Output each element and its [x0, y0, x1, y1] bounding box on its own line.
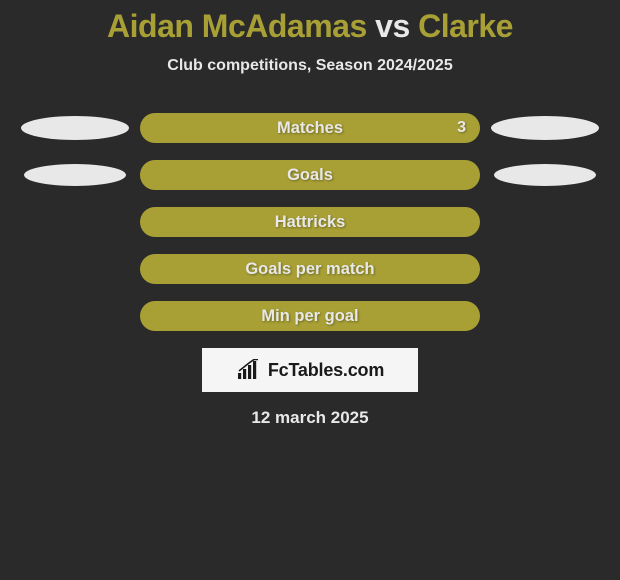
- ellipse-icon: [491, 116, 599, 140]
- date-label: 12 march 2025: [0, 408, 620, 428]
- page-title: Aidan McAdamas vs Clarke: [0, 0, 620, 45]
- stat-bar: Goals per match: [140, 254, 480, 284]
- stat-value-right: 3: [457, 119, 466, 137]
- stat-label: Min per goal: [261, 307, 358, 326]
- title-player2: Clarke: [418, 8, 513, 44]
- ellipse-icon: [494, 164, 596, 186]
- stat-bar: Hattricks: [140, 207, 480, 237]
- stat-rows: Matches 3 Goals Hattricks: [0, 113, 620, 331]
- stat-label: Goals per match: [245, 260, 374, 279]
- left-ellipse-wrap: [10, 164, 140, 186]
- subtitle: Club competitions, Season 2024/2025: [0, 57, 620, 75]
- infographic-container: Aidan McAdamas vs Clarke Club competitio…: [0, 0, 620, 580]
- stat-bar: Goals: [140, 160, 480, 190]
- title-player1: Aidan McAdamas: [107, 8, 367, 44]
- left-ellipse-wrap: [10, 116, 140, 140]
- stat-bar: Matches 3: [140, 113, 480, 143]
- stat-bar: Min per goal: [140, 301, 480, 331]
- title-vs: vs: [367, 8, 418, 44]
- watermark: FcTables.com: [202, 348, 418, 392]
- stat-row: Min per goal: [0, 301, 620, 331]
- stat-row: Goals: [0, 160, 620, 190]
- ellipse-icon: [24, 164, 126, 186]
- bar-chart-icon: [236, 359, 262, 381]
- stat-label: Matches: [277, 119, 343, 138]
- right-ellipse-wrap: [480, 164, 610, 186]
- watermark-text: FcTables.com: [268, 360, 384, 381]
- right-ellipse-wrap: [480, 116, 610, 140]
- stat-row: Goals per match: [0, 254, 620, 284]
- stat-row: Hattricks: [0, 207, 620, 237]
- stat-row: Matches 3: [0, 113, 620, 143]
- stat-label: Goals: [287, 166, 333, 185]
- ellipse-icon: [21, 116, 129, 140]
- stat-label: Hattricks: [275, 213, 346, 232]
